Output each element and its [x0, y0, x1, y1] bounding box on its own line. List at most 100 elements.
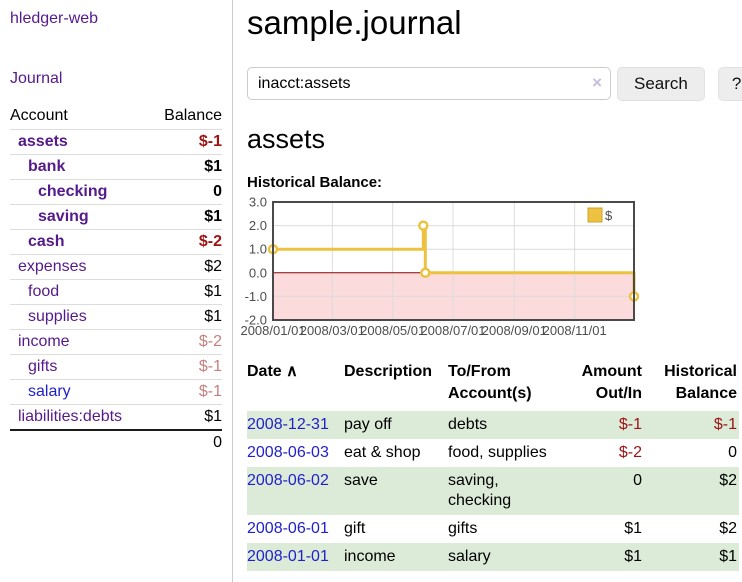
account-link[interactable]: salary	[28, 383, 71, 400]
account-link[interactable]: bank	[28, 158, 66, 175]
x-axis-tick-label: 2008/11/01	[543, 323, 607, 338]
account-balance: $1	[204, 308, 222, 325]
balance-column-label: Historical Balance	[664, 362, 737, 402]
transaction-amount: $1	[624, 519, 642, 537]
main-content: sample.journal × Search ? assets Histori…	[233, 0, 742, 582]
transaction-date-link[interactable]: 2008-01-01	[247, 547, 329, 565]
transaction-balance: $2	[719, 519, 737, 537]
transaction-amount: $1	[624, 547, 642, 565]
account-link[interactable]: food	[28, 283, 60, 300]
transaction-accounts: salary	[448, 547, 491, 565]
nav-journal-link[interactable]: Journal	[10, 70, 63, 87]
account-balance: $1	[204, 158, 222, 175]
page-title: sample.journal	[247, 4, 462, 41]
transaction-accounts: saving, checking	[448, 471, 512, 509]
x-axis-tick-label: 2008/07/01	[420, 323, 485, 338]
sidebar: hledger-web Journal Account Balance asse…	[0, 0, 233, 582]
transaction-amount: $-1	[618, 415, 642, 433]
account-link[interactable]: income	[18, 333, 70, 350]
chart-border	[272, 200, 635, 321]
account-link[interactable]: assets	[18, 133, 68, 150]
y-axis-tick-label: -2.0	[245, 312, 267, 327]
account-heading: assets	[247, 123, 326, 154]
x-axis-tick-label: 2008/05/01	[360, 323, 425, 338]
register-header-row: Date ∧ Description To/From Account(s) Am…	[247, 359, 739, 411]
account-balance: $1	[204, 283, 222, 300]
account-link[interactable]: gifts	[28, 358, 58, 375]
transaction-accounts: gifts	[448, 519, 478, 537]
account-link[interactable]: expenses	[18, 258, 87, 275]
transaction-balance: $1	[719, 547, 737, 565]
transaction-date-link[interactable]: 2008-12-31	[247, 415, 329, 433]
transaction-description: eat & shop	[344, 443, 421, 461]
transaction-accounts: debts	[448, 415, 488, 433]
chart-heading: Historical Balance:	[247, 173, 383, 191]
account-balance: $1	[204, 208, 222, 225]
account-link[interactable]: cash	[28, 233, 65, 250]
y-axis-tick-label: 2.0	[249, 218, 267, 233]
search-button[interactable]: Search	[617, 66, 705, 101]
transaction-date-link[interactable]: 2008-06-03	[247, 443, 329, 461]
account-row: assets $-1	[10, 129, 222, 155]
sort-asc-icon: ∧	[286, 362, 298, 380]
account-row: liabilities:debts $1	[10, 404, 222, 431]
accounts-column-label: To/From Account(s)	[448, 362, 532, 402]
accounts-table: Account Balance assets $-1 bank $1 checking 0…	[10, 104, 222, 455]
transaction-description: pay off	[344, 415, 392, 433]
account-row: income $-2	[10, 329, 222, 355]
y-axis-tick-label: 3.0	[249, 194, 267, 209]
account-balance: 0	[213, 183, 222, 200]
transaction-description: save	[344, 471, 378, 489]
account-row: expenses $2	[10, 254, 222, 280]
description-column-label: Description	[344, 362, 433, 380]
chart-data-point	[418, 219, 429, 231]
clear-search-icon[interactable]: ×	[592, 73, 602, 93]
sort-by-date-link[interactable]: Date ∧	[247, 363, 298, 380]
account-balance: $1	[204, 408, 222, 425]
transaction-row: 2008-12-31 pay off debts $-1 $-1	[247, 410, 739, 439]
accounts-total-row: 0	[10, 429, 222, 455]
y-axis-tick-label: 1.0	[249, 241, 267, 256]
account-row: salary $-1	[10, 379, 222, 405]
account-balance: $-1	[198, 358, 222, 375]
account-balance: $2	[204, 258, 222, 275]
account-row: saving $1	[10, 204, 222, 230]
account-row: supplies $1	[10, 304, 222, 330]
account-link[interactable]: supplies	[28, 308, 87, 325]
register-table: Date ∧ Description To/From Account(s) Am…	[247, 359, 739, 571]
transaction-balance: $-1	[713, 415, 737, 433]
account-row: cash $-2	[10, 229, 222, 255]
amount-column-label: Amount Out/In	[581, 362, 642, 402]
account-link[interactable]: checking	[38, 183, 108, 200]
transaction-description: gift	[344, 519, 366, 537]
account-row: food $1	[10, 279, 222, 305]
transaction-description: income	[344, 547, 396, 565]
transaction-row: 2008-06-03 eat & shop food, supplies $-2 0	[247, 439, 739, 467]
account-balance: $-2	[198, 333, 222, 350]
brand-link[interactable]: hledger-web	[10, 10, 99, 27]
historical-balance-chart: 3.0 2.0 1.0 0.0 -1.0 -2.02008/01/012008/03/01…	[240, 194, 640, 338]
account-row: checking 0	[10, 179, 222, 205]
date-column-label: Date	[247, 362, 282, 380]
account-balance: $-1	[198, 133, 222, 150]
accounts-header-account: Account	[10, 107, 68, 124]
search-input[interactable]	[247, 67, 611, 101]
transaction-accounts: food, supplies	[448, 443, 547, 461]
y-axis-tick-label: -1.0	[245, 289, 267, 304]
legend-label: $	[605, 208, 613, 223]
transaction-row: 2008-06-01 gift gifts $1 $2	[247, 515, 739, 543]
account-balance: $-1	[198, 383, 222, 400]
transaction-row: 2008-06-02 save saving, checking 0 $2	[247, 466, 739, 515]
account-link[interactable]: saving	[38, 208, 89, 225]
transaction-date-link[interactable]: 2008-06-01	[247, 519, 329, 537]
y-axis-tick-label: 0.0	[249, 265, 267, 280]
search-bar: × Search ?	[247, 66, 742, 101]
x-axis-tick-label: 2008/01/01	[240, 323, 305, 338]
account-row: gifts $-1	[10, 354, 222, 380]
help-button[interactable]: ?	[717, 66, 742, 101]
x-axis-tick-label: 2008/09/01	[482, 323, 547, 338]
accounts-total-value: 0	[149, 429, 222, 455]
legend-swatch	[587, 207, 603, 223]
transaction-date-link[interactable]: 2008-06-02	[247, 471, 329, 489]
account-link[interactable]: liabilities:debts	[18, 408, 123, 425]
